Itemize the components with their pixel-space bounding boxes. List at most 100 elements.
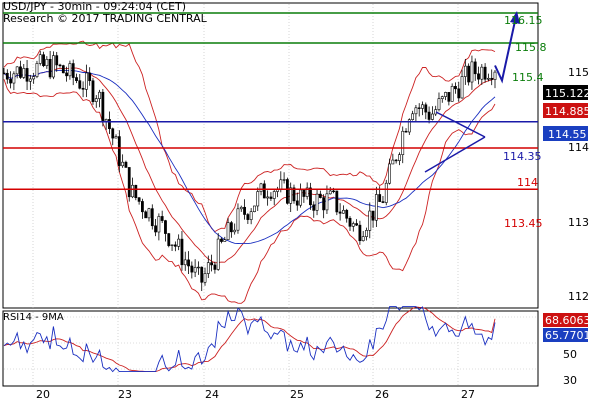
candle-body	[177, 238, 181, 247]
red-price-box: 114.885	[543, 103, 590, 118]
candle-body	[233, 229, 237, 233]
candle-body	[249, 211, 253, 220]
time-axis-labels: 20 23 24 25 26 27	[36, 388, 475, 400]
candle-body	[480, 66, 484, 80]
price-tick-label: 115	[568, 66, 589, 79]
candle-body	[483, 66, 487, 80]
bollinger-middle-band	[3, 67, 496, 264]
candle-body	[305, 187, 309, 197]
candle-body	[454, 86, 457, 90]
candle-body	[180, 238, 184, 266]
candle-body	[388, 163, 391, 184]
candle-body	[407, 119, 411, 133]
candle-body	[262, 183, 266, 199]
candle-body	[299, 189, 302, 206]
price-tick-label: 114	[568, 141, 589, 154]
candle-body	[371, 210, 375, 221]
candle-body	[450, 86, 454, 102]
x-tick-label: 26	[375, 388, 389, 400]
candle-body	[374, 194, 378, 221]
candle-body	[378, 194, 382, 202]
candle-body	[78, 80, 82, 89]
candle-body	[381, 201, 385, 203]
candle-body	[285, 179, 289, 204]
candle-body	[473, 61, 477, 75]
candle-body	[170, 244, 174, 246]
candle-body	[335, 190, 339, 213]
chart-title: USD/JPY - 30min - 09:24:04 (CET)	[3, 0, 187, 13]
candle-body	[226, 222, 230, 241]
candle-body	[355, 223, 358, 226]
candle-body	[328, 190, 332, 195]
candle-body	[42, 54, 45, 67]
moving-average-line	[3, 69, 496, 245]
candle-body	[342, 209, 345, 214]
candle-body	[394, 159, 398, 162]
candle-body	[216, 238, 220, 270]
level-label-114-35: 114.35	[503, 150, 542, 163]
candle-body	[315, 193, 319, 211]
current-price-box-bg	[543, 85, 588, 100]
candle-body	[12, 73, 16, 84]
candle-body	[147, 208, 151, 219]
candle-body	[338, 211, 342, 214]
x-tick-label: 25	[290, 388, 304, 400]
red-price-box-bg	[543, 103, 588, 118]
candle-body	[292, 187, 296, 202]
candle-body	[266, 196, 270, 199]
rsi-red-box-bg	[543, 313, 588, 327]
rsi-panel-title: RSI14 - 9MA	[3, 312, 64, 323]
candle-body	[318, 193, 322, 198]
level-label-115-4: 115.4	[512, 71, 544, 84]
candle-body	[154, 225, 157, 233]
x-tick-label: 24	[205, 388, 219, 400]
price-panel-frame	[2, 2, 539, 309]
rsi-line	[3, 306, 496, 373]
candle-body	[32, 76, 36, 80]
candle-body	[295, 200, 299, 206]
forecast-arrow	[494, 11, 520, 84]
rsi-ma-line	[3, 306, 496, 373]
candle-body	[157, 216, 161, 233]
candle-body	[424, 104, 428, 113]
candle-body	[309, 187, 312, 206]
candle-body	[213, 264, 217, 270]
candle-body	[81, 87, 85, 90]
candle-body	[401, 130, 405, 155]
candle-body	[351, 223, 355, 227]
candle-body	[58, 64, 62, 67]
candle-body	[141, 201, 144, 213]
candle-body	[289, 187, 293, 204]
candle-body	[259, 183, 263, 192]
candle-body	[368, 210, 372, 231]
candle-body	[98, 91, 101, 99]
rsi-blue-box-bg	[543, 328, 588, 342]
candle-body	[5, 72, 9, 80]
candle-body	[19, 66, 22, 78]
candle-body	[114, 136, 118, 139]
rsi-blue-label: 65.7701	[545, 329, 590, 342]
candle-body	[137, 197, 141, 202]
blue-price-box-bg	[543, 126, 588, 141]
candle-body	[25, 68, 29, 82]
candle-body	[404, 130, 408, 133]
candle-body	[457, 88, 461, 99]
candle-body	[71, 63, 75, 78]
level-label-115-8: 115.8	[515, 41, 547, 54]
candle-body	[487, 77, 490, 80]
candle-body	[164, 220, 167, 234]
candle-body	[302, 189, 306, 197]
candle-body	[467, 65, 471, 83]
candle-body	[15, 66, 19, 75]
candle-body	[490, 77, 494, 80]
price-tick-label: 113	[568, 216, 589, 229]
candle-body	[361, 236, 365, 242]
candle-body	[2, 72, 6, 75]
candle-body	[463, 65, 467, 77]
candle-body	[160, 216, 164, 221]
candle-body	[493, 71, 497, 80]
candle-body	[45, 58, 49, 67]
red-price-label: 114.885	[545, 105, 590, 118]
candle-body	[84, 72, 88, 90]
